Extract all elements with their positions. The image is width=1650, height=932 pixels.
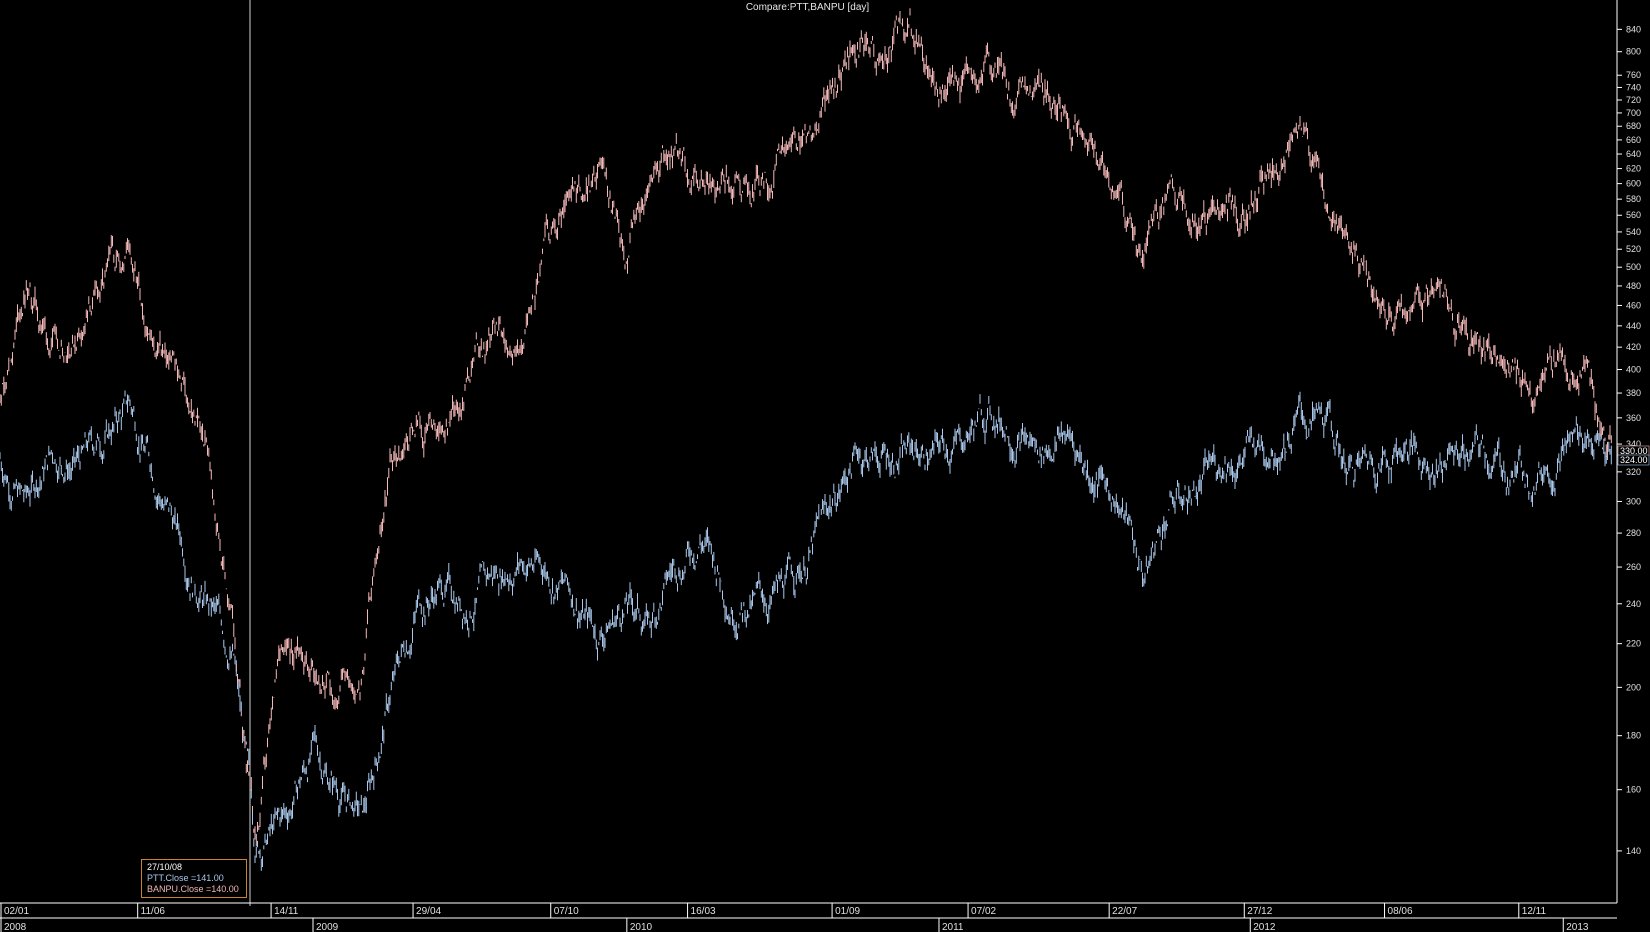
y-tick-label-460: 460 [1626,300,1641,310]
y-tick-label-640: 640 [1626,149,1641,159]
series-layer [0,8,1612,871]
x-year-label: 2009 [316,922,339,932]
y-tick-label-360: 360 [1626,413,1641,423]
x-tick-label: 29/04 [416,906,441,917]
tooltip-date: 27/10/08 [147,862,183,872]
y-tick-label-300: 300 [1626,496,1641,506]
x-tick-label: 02/01 [4,906,29,917]
y-tick-label-560: 560 [1626,210,1641,220]
y-tick-label-260: 260 [1626,562,1641,572]
x-year-label: 2013 [1566,922,1589,932]
y-tick-label-600: 600 [1626,179,1641,189]
y-tick-label-400: 400 [1626,365,1641,375]
y-tick-label-180: 180 [1626,731,1641,741]
x-tick-label: 22/07 [1112,906,1137,917]
y-tick-label-680: 680 [1626,121,1641,131]
y-tick-label-700: 700 [1626,108,1641,118]
y-tick-label-760: 760 [1626,70,1641,80]
last-label-ptt: 324.00 [1620,455,1648,465]
x-year-label: 2012 [1253,922,1276,932]
last-label-ptt-box [1617,454,1650,466]
y-tick-label-140: 140 [1626,846,1641,856]
x-tick-label: 12/11 [1522,906,1547,917]
x-tick-label: 01/09 [835,906,860,917]
y-tick-label-660: 660 [1626,135,1641,145]
series-banpu [0,8,1612,847]
y-tick-label-240: 240 [1626,599,1641,609]
y-tick-label-840: 840 [1626,24,1641,34]
tooltip-ptt-close: PTT.Close =141.00 [147,873,224,883]
x-year-label: 2011 [942,922,964,932]
y-tick-label-540: 540 [1626,227,1641,237]
x-tick-label: 08/06 [1388,906,1413,917]
y-tick-label-620: 620 [1626,164,1641,174]
tooltip-banpu-close: BANPU.Close =140.00 [147,884,239,894]
x-tick-label: 07/10 [554,906,579,917]
x-year-label: 2008 [4,922,27,932]
y-tick-label-160: 160 [1626,785,1641,795]
last-label-banpu: 330.00 [1620,446,1648,456]
chart-title: Compare:PTT,BANPU [day] [745,2,870,13]
y-tick-label-280: 280 [1626,528,1641,538]
y-tick-label-740: 740 [1626,82,1641,92]
y-tick-label-500: 500 [1626,262,1641,272]
y-tick-label-220: 220 [1626,639,1641,649]
x-tick-label: 11/06 [141,906,166,917]
series-ptt [0,390,1612,871]
x-tick-label: 14/11 [274,906,299,917]
y-tick-label-340: 340 [1626,439,1641,449]
y-tick-label-320: 320 [1626,467,1641,477]
x-tick-label: 27/12 [1247,906,1272,917]
x-year-label: 2010 [630,922,653,932]
y-tick-label-580: 580 [1626,194,1641,204]
crosshair-tooltip: 27/10/08 PTT.Close =141.00 BANPU.Close =… [141,859,247,898]
x-tick-label: 07/02 [971,906,996,917]
y-axis: 140 160 180 200 220 240 260 280 300 320 340 360 380 4… [1617,24,1641,856]
x-axis: 02/01 11/06 14/11 29/04 07/10 16/03 01/09 07/02… [0,903,1589,932]
y-tick-label-420: 420 [1626,342,1641,352]
y-tick-label-800: 800 [1626,47,1641,57]
y-tick-label-440: 440 [1626,321,1641,331]
x-tick-label: 16/03 [691,906,716,917]
y-tick-label-200: 200 [1626,682,1641,692]
y-tick-label-480: 480 [1626,281,1641,291]
y-tick-label-520: 520 [1626,244,1641,254]
y-tick-label-380: 380 [1626,388,1641,398]
y-tick-label-720: 720 [1626,95,1641,105]
